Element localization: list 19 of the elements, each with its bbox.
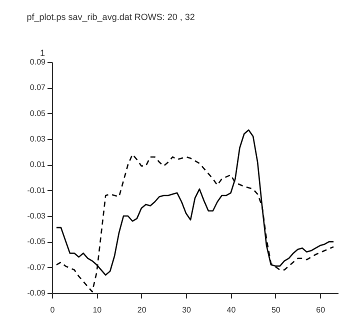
x-tick-label: 40 xyxy=(226,306,236,314)
y-tick-label: -0.07 xyxy=(27,262,46,272)
y-tick-label: -0.05 xyxy=(27,237,46,246)
x-tick-label: 50 xyxy=(271,306,281,314)
text: 1 xyxy=(40,48,46,58)
y-tick-label: -0.01 xyxy=(27,186,46,195)
y-tick-label: 0.01 xyxy=(30,160,46,170)
y-tick-label: 0.07 xyxy=(30,83,46,92)
x-tick-label: 20 xyxy=(137,306,147,314)
y-tick-label: -0.09 xyxy=(27,288,46,298)
chart-title: pf_plot.ps sav_rib_avg.dat ROWS: 20 , 32 xyxy=(26,12,195,22)
y-tick-label: -0.03 xyxy=(27,212,46,220)
x-tick-label: 30 xyxy=(182,306,192,314)
x-tick-label: 0 xyxy=(50,306,56,314)
x-tick-label: 60 xyxy=(316,306,326,314)
y-tick-label: 0.05 xyxy=(30,108,46,118)
x-tick-label: 10 xyxy=(92,306,102,314)
y-tick-label: 0.09 xyxy=(30,58,46,66)
y-tick-label: 0.03 xyxy=(30,134,46,144)
